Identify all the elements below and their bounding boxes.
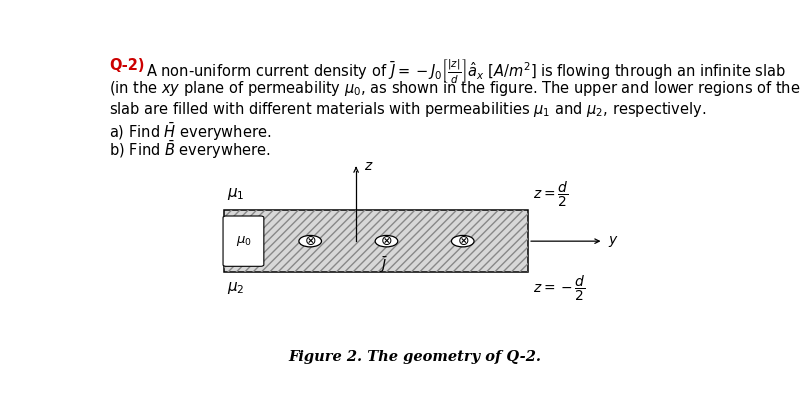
FancyBboxPatch shape bbox=[223, 216, 264, 266]
Text: Figure 2. The geometry of Q-2.: Figure 2. The geometry of Q-2. bbox=[288, 350, 542, 364]
Text: (in the $xy$ plane of permeability $\mu_0$, as shown in the figure. The upper an: (in the $xy$ plane of permeability $\mu_… bbox=[109, 79, 800, 98]
Text: b) Find $\bar{B}$ everywhere.: b) Find $\bar{B}$ everywhere. bbox=[109, 139, 271, 161]
Text: $\mu_2$: $\mu_2$ bbox=[227, 280, 245, 296]
Bar bbox=[224, 210, 528, 272]
Circle shape bbox=[451, 235, 474, 247]
Text: $\otimes$: $\otimes$ bbox=[457, 234, 469, 248]
Text: $z = \dfrac{d}{2}$: $z = \dfrac{d}{2}$ bbox=[533, 179, 569, 209]
Bar bbox=[224, 210, 528, 272]
Text: $z = -\dfrac{d}{2}$: $z = -\dfrac{d}{2}$ bbox=[533, 274, 586, 303]
Text: $\mu_1$: $\mu_1$ bbox=[227, 186, 245, 202]
Text: A non-uniform current density of $\bar{J} = -J_0 \left[\frac{|z|}{d}\right] \hat: A non-uniform current density of $\bar{J… bbox=[147, 57, 787, 85]
Text: $\mu_0$: $\mu_0$ bbox=[236, 234, 251, 248]
Circle shape bbox=[375, 235, 398, 247]
Text: $\otimes$: $\otimes$ bbox=[380, 234, 393, 248]
Circle shape bbox=[299, 235, 322, 247]
Text: $\otimes$: $\otimes$ bbox=[304, 234, 317, 248]
Text: a) Find $\bar{H}$ everywhere.: a) Find $\bar{H}$ everywhere. bbox=[109, 121, 271, 143]
Text: $y$: $y$ bbox=[608, 234, 619, 249]
Text: slab are filled with different materials with permeabilities $\mu_1$ and $\mu_2$: slab are filled with different materials… bbox=[109, 100, 706, 119]
Text: Q-2): Q-2) bbox=[109, 57, 144, 73]
Text: $z$: $z$ bbox=[364, 159, 373, 173]
Text: $\bar{J}$: $\bar{J}$ bbox=[379, 255, 388, 275]
